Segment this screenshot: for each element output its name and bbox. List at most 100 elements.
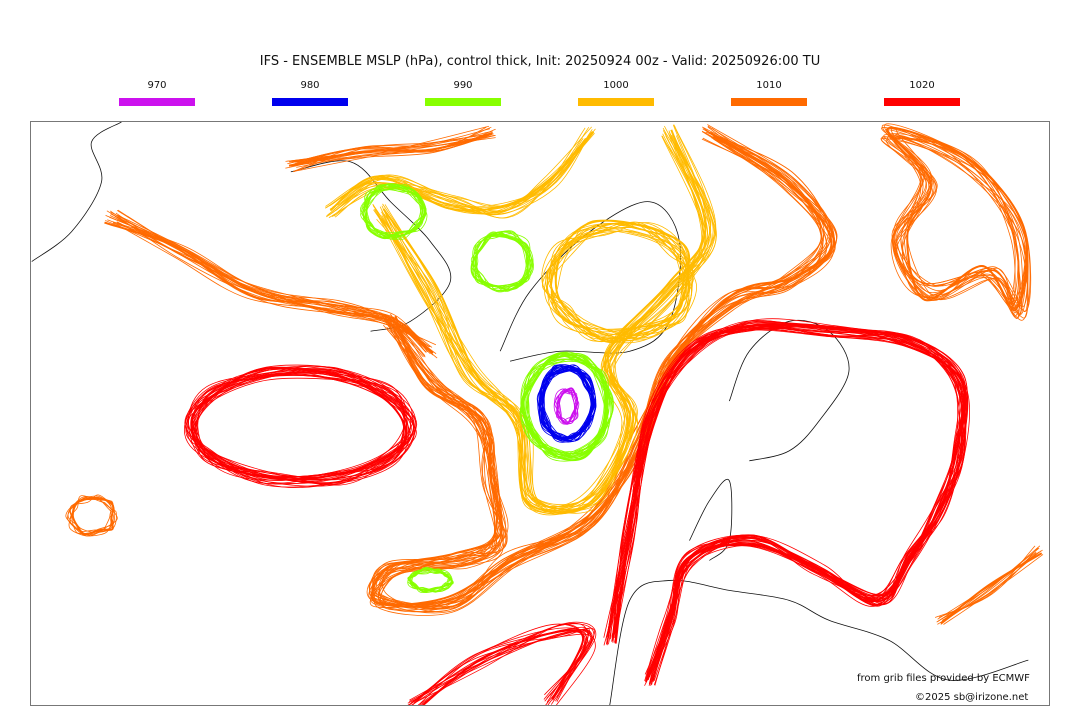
isobar-line (362, 188, 422, 240)
isobar-line (555, 388, 579, 423)
isobar-1010-arctic (285, 125, 496, 173)
isobar-line (192, 374, 408, 481)
isobar-line (887, 135, 1029, 317)
isobar-line (524, 351, 609, 459)
isobar-line (332, 138, 586, 213)
chart-title: IFS - ENSEMBLE MSLP (hPa), control thick… (259, 54, 821, 69)
isobar-990-north (360, 183, 428, 240)
coastline (31, 122, 122, 262)
isobar-line (190, 365, 412, 485)
isobar-line (539, 365, 597, 439)
isobar-line (934, 545, 1036, 618)
isobar-line (285, 131, 494, 162)
isobar-line (368, 137, 822, 610)
isobar-line (523, 356, 614, 454)
isobar-line (193, 370, 417, 481)
isobar-line (369, 129, 835, 608)
isobar-line (943, 550, 1042, 625)
isobar-line (522, 355, 606, 461)
isobar-line (196, 367, 412, 485)
copyright-credit: ©2025 sb@irizone.net (915, 692, 1029, 703)
isobar-line (608, 323, 960, 677)
isobar-line (69, 494, 112, 534)
isobar-line (938, 547, 1039, 618)
isobar-line (541, 222, 690, 339)
isobar-line (411, 627, 596, 705)
isobar-line (374, 131, 712, 512)
isobar-line (335, 136, 590, 211)
isobar-line (293, 136, 486, 173)
isobar-line (326, 131, 594, 217)
legend-label: 970 (147, 80, 167, 91)
isobar-line (538, 364, 595, 441)
isobar-line (69, 495, 114, 537)
isobar-line (195, 372, 415, 479)
isobar-1020-atlantic (183, 364, 418, 489)
isobar-line (545, 226, 688, 340)
isobar-1010-east (880, 123, 1032, 321)
legend-label: 980 (300, 80, 320, 91)
data-source-credit: from grib files provided by ECMWF (857, 673, 1030, 684)
legend-swatch (884, 98, 960, 106)
isobar-1020-europe (603, 318, 970, 686)
coastline (689, 478, 733, 561)
isobar-line (421, 622, 589, 705)
isobar-bundles (65, 123, 1044, 705)
isobar-line (67, 496, 114, 532)
isobar-980-low (536, 364, 597, 443)
legend-item-980: 980 (271, 80, 349, 106)
isobar-line (331, 138, 588, 215)
isobar-line (67, 496, 114, 537)
isobar-line (546, 221, 693, 336)
isobar-1010-southeast (934, 545, 1044, 625)
isobar-line (113, 222, 427, 353)
isobar-map (30, 121, 1050, 706)
isobar-1000-greenland (541, 219, 697, 344)
isobar-line (366, 185, 426, 238)
legend-swatch (425, 98, 501, 106)
isobar-line (296, 128, 496, 162)
isobar-line (891, 137, 1029, 310)
isobar-line (606, 324, 963, 683)
isobar-line (363, 184, 427, 240)
legend-label: 1010 (756, 80, 782, 91)
legend-swatch (119, 98, 195, 106)
legend-item-1020: 1020 (883, 80, 961, 106)
isobar-line (109, 215, 427, 353)
isobar-line (883, 123, 1028, 319)
isobar-line (606, 328, 966, 684)
isobar-1010-small (65, 494, 118, 537)
coastlines (31, 122, 1029, 705)
coastline (290, 160, 452, 332)
isobar-line (373, 130, 823, 616)
isobar-line (293, 132, 493, 166)
isobar-line (605, 325, 968, 682)
isobar-line (191, 374, 417, 482)
isobar-line (520, 352, 612, 454)
isobar-line (550, 223, 692, 340)
legend-label: 1020 (909, 80, 935, 91)
isobar-line (185, 373, 414, 486)
legend-item-970: 970 (118, 80, 196, 106)
isobar-line (294, 133, 494, 165)
legend-item-1010: 1010 (730, 80, 808, 106)
isobar-line (536, 364, 593, 442)
isobar-line (285, 133, 492, 169)
isobar-970-core (553, 387, 580, 425)
isobar-line (381, 132, 707, 507)
isobar-line (293, 137, 496, 172)
isobar-line (895, 137, 1026, 309)
isobar-line (185, 371, 405, 484)
coastline (609, 579, 1029, 705)
isobar-1000-baffin (325, 126, 596, 219)
isobar-line (885, 129, 1021, 319)
isobar-line (383, 125, 717, 516)
isobar-line (409, 568, 451, 593)
isobar-line (69, 499, 116, 533)
legend-label: 990 (453, 80, 473, 91)
isobar-line (521, 354, 607, 454)
legend-item-1000: 1000 (577, 80, 655, 106)
isobar-line (410, 628, 590, 704)
isobar-line (540, 364, 593, 438)
isobar-line (471, 231, 527, 292)
